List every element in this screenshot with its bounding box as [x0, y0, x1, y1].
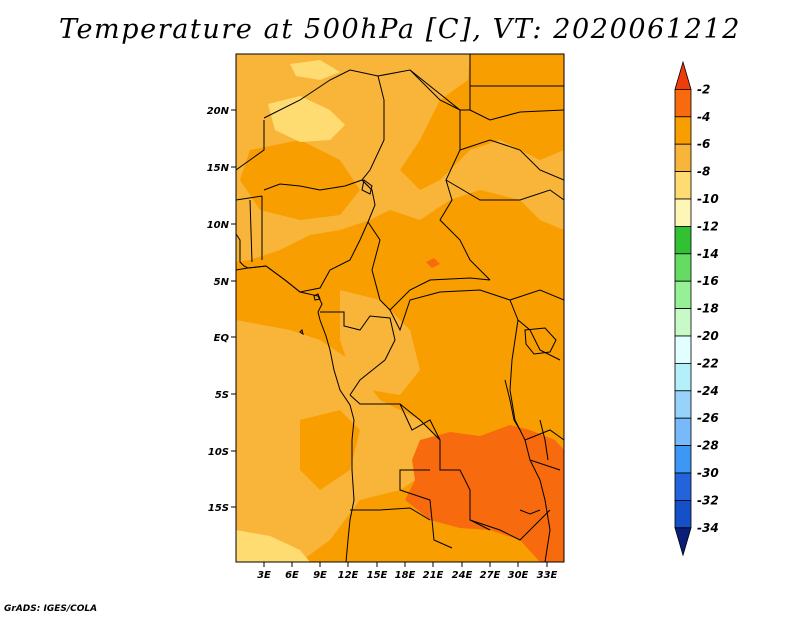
- colorbar-label: -20: [697, 329, 719, 343]
- border-zambia-south: [469, 509, 551, 541]
- colorbar-label: -2: [697, 82, 710, 96]
- colorbar-swatch: [674, 116, 692, 145]
- field-orange-blob-1: [300, 410, 360, 490]
- field-yellow-north: [268, 96, 345, 142]
- colorbar-label: -4: [697, 110, 710, 124]
- field-light-orange-central: [340, 290, 420, 395]
- colorbar-label: -30: [697, 466, 719, 480]
- border-mali-burkina: [236, 120, 265, 201]
- lake-victoria: [524, 327, 557, 355]
- lake-chad: [361, 179, 373, 195]
- border-east-africa: [459, 85, 564, 181]
- lake-kariba: [519, 509, 541, 515]
- colorbar-label: -10: [697, 192, 719, 206]
- colorbar-label: -12: [697, 219, 719, 233]
- colorbar-swatch: [674, 308, 692, 337]
- lon-label-27e: 27E: [480, 570, 501, 581]
- lat-label-5s: 5S: [215, 390, 229, 401]
- colorbar-swatch: [674, 417, 692, 447]
- colorbar-label: -34: [697, 521, 719, 535]
- colorbar-swatch: [674, 143, 692, 172]
- lon-label-18e: 18E: [395, 570, 416, 581]
- colorbar-swatch: [674, 198, 692, 227]
- field-orange-blob-2: [240, 140, 360, 220]
- border-tanzania: [524, 429, 564, 471]
- colorbar-swatch: [674, 280, 692, 310]
- lon-label-21e: 21E: [423, 570, 444, 581]
- colorbar-swatch: [674, 225, 692, 255]
- colorbar-swatch-bottom: [674, 527, 692, 557]
- island-sao-tome: [299, 329, 304, 336]
- lon-label-24e: 24E: [452, 570, 473, 581]
- border-ss-east: [509, 289, 564, 361]
- lake-tanganyika: [504, 379, 521, 431]
- colorbar-label: -16: [697, 274, 719, 288]
- colorbar-label: -32: [697, 493, 719, 507]
- colorbar-label: -14: [697, 247, 719, 261]
- lon-label-9e: 9E: [313, 570, 327, 581]
- island-bioko: [313, 293, 321, 301]
- lat-label-eq: EQ: [214, 333, 230, 344]
- map-frame: [235, 53, 565, 563]
- colorbar-swatch: [674, 390, 692, 419]
- colorbar-swatch: [674, 89, 692, 118]
- colorbar-swatch: [674, 362, 692, 392]
- colorbar-swatch: [674, 445, 692, 474]
- grads-credit: GrADS: IGES/COLA: [4, 604, 98, 614]
- colorbar: -2 -4 -6 -8 -10 -12 -14 -16 -18 -20 -22 -24 -26 -28 -3…: [674, 60, 719, 557]
- coastline: [235, 233, 355, 563]
- lon-axis: [263, 562, 548, 567]
- field-dark-orange-spot: [426, 258, 440, 268]
- colorbar-swatch: [674, 253, 692, 282]
- lon-label-6e: 6E: [285, 570, 299, 581]
- lon-label-30e: 30E: [508, 570, 529, 581]
- field-yellow-north-2: [290, 60, 340, 80]
- country-borders: [236, 54, 564, 562]
- colorbar-label: -28: [697, 439, 719, 453]
- border-angola-zambia: [399, 403, 453, 549]
- lon-label-12e: 12E: [338, 570, 359, 581]
- lat-label-10n: 10N: [207, 220, 230, 231]
- lake-malawi: [539, 419, 549, 461]
- colorbar-swatch: [674, 472, 692, 501]
- border-benin-togo: [249, 196, 263, 263]
- plot-title: Temperature at 500hPa [C], VT: 202006121…: [58, 14, 742, 45]
- colorbar-label: -8: [697, 165, 710, 179]
- border-egypt-sudan: [469, 109, 564, 121]
- border-drc-west: [349, 394, 491, 531]
- lat-label-10s: 10S: [208, 447, 229, 458]
- lat-label-15s: 15S: [208, 503, 229, 514]
- border-angola-namibia: [350, 507, 431, 521]
- lat-label-5n: 5N: [214, 277, 230, 288]
- colorbar-swatch: [674, 335, 692, 364]
- border-chad-libya-sudan: [409, 69, 491, 281]
- field-yellow-sw: [236, 530, 310, 562]
- lat-axis: [231, 109, 236, 508]
- lon-label-15e: 15E: [367, 570, 388, 581]
- border-niger-algeria: [263, 54, 471, 119]
- colorbar-label: -22: [697, 356, 719, 370]
- lon-label-33e: 33E: [537, 570, 558, 581]
- lon-label-3e: 3E: [257, 570, 271, 581]
- colorbar-swatch: [674, 171, 692, 200]
- lat-label-15n: 15N: [207, 163, 230, 174]
- colorbar-swatch-top: [674, 60, 692, 90]
- colorbar-label: -18: [697, 302, 719, 316]
- border-sudan-ss: [445, 179, 564, 201]
- colorbar-label: -6: [697, 137, 710, 151]
- border-congo-gabon: [320, 311, 396, 396]
- border-great-lakes: [509, 319, 551, 562]
- field-dark-orange-se: [405, 425, 564, 562]
- colorbar-label: -24: [697, 384, 719, 398]
- lat-label-20n: 20N: [207, 106, 230, 117]
- colorbar-swatch: [674, 499, 692, 529]
- colorbar-label: -26: [697, 411, 719, 425]
- temperature-field: [236, 54, 564, 562]
